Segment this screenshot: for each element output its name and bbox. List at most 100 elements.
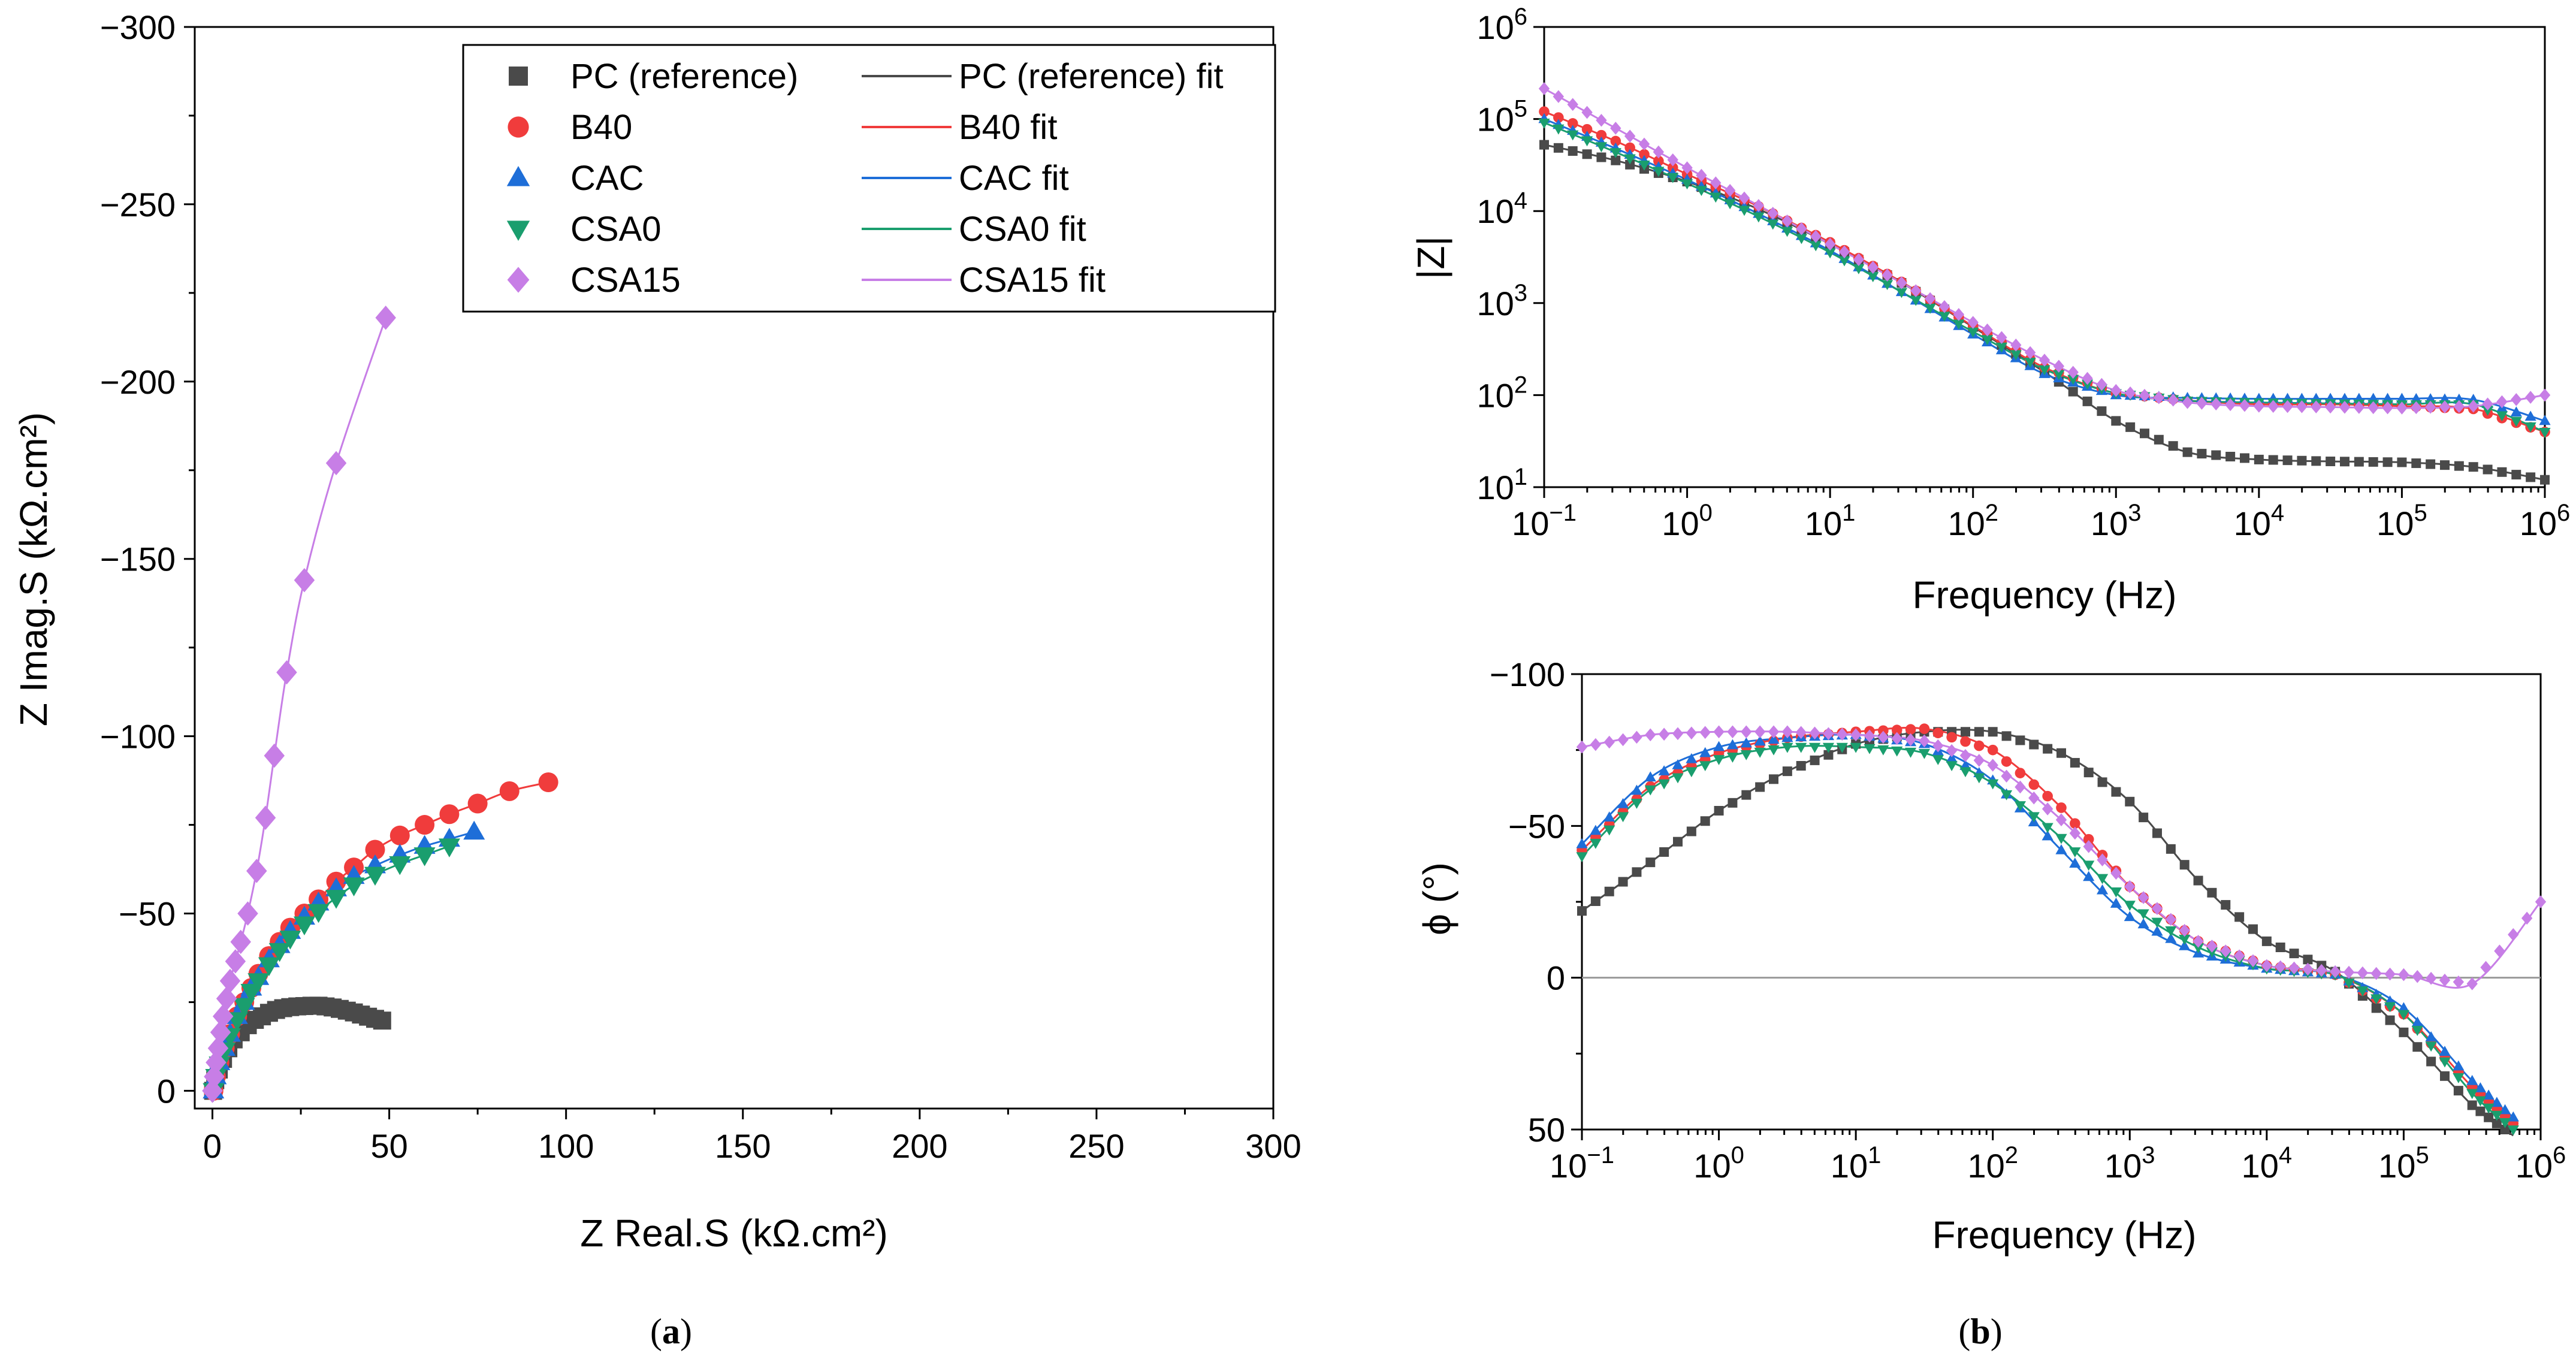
bode-phase-point-csa0 xyxy=(1768,745,1780,756)
bode-phase-point-csa15 xyxy=(2069,826,2081,840)
legend-marker-pc xyxy=(509,67,528,86)
bode-modulus-point-csa15 xyxy=(1538,82,1550,95)
bode-phase-point-cac xyxy=(2507,1111,2519,1122)
bode-phase-point-csa0 xyxy=(1973,773,1985,784)
bode-modulus-point-csa0 xyxy=(1910,295,1922,306)
bode-phase-point-cac xyxy=(2083,871,2095,881)
bode-modulus-point-pc xyxy=(2182,447,2193,457)
bode-phase-point-pc xyxy=(1700,816,1710,826)
bode-modulus-y-tick-label: 106 xyxy=(1476,4,1527,46)
bode-modulus-point-csa0 xyxy=(1695,186,1708,197)
bode-phase-point-pc xyxy=(2440,1071,2450,1081)
bode-phase-point-csa15 xyxy=(2521,911,2533,925)
bode-phase-point-pc xyxy=(1810,755,1820,765)
nyquist-y-tick-label: −100 xyxy=(100,718,176,756)
bode-phase-point-csa0 xyxy=(2425,1041,2437,1052)
bode-modulus-point-csa15 xyxy=(1938,300,1950,313)
bode-phase-point-pc xyxy=(1632,867,1642,877)
bode-phase-point-csa15 xyxy=(1754,725,1766,739)
bode-phase-point-csa15 xyxy=(2466,977,2478,990)
bode-modulus-point-csa15 xyxy=(2224,398,2236,412)
bode-phase-point-csa0 xyxy=(1864,744,1876,754)
bode-phase-point-cac xyxy=(2411,1016,2423,1027)
nyquist-point-csa0 xyxy=(247,973,270,992)
nyquist-point-b40 xyxy=(538,772,558,793)
bode-phase-point-csa0 xyxy=(2124,901,2136,911)
bode-phase-point-csa15 xyxy=(2151,902,2163,915)
bode-phase-point-csa15 xyxy=(2015,780,2026,794)
bode-phase-point-cac xyxy=(2165,932,2177,943)
bode-phase-point-pc xyxy=(2015,735,2025,745)
bode-phase-point-pc xyxy=(2261,936,2272,946)
bode-phase-point-csa0 xyxy=(2474,1096,2487,1107)
nyquist-point-csa15 xyxy=(276,660,297,685)
bode-phase-point-csa15 xyxy=(1795,726,1807,739)
bode-phase-point-csa0 xyxy=(2192,943,2204,953)
bode-phase-point-csa15 xyxy=(1850,728,1862,742)
bode-phase-point-cac xyxy=(2096,884,2109,895)
bode-phase-point-csa0 xyxy=(1781,742,1793,753)
bode-modulus-point-csa15 xyxy=(1882,268,1893,282)
nyquist-point-csa0 xyxy=(343,877,365,896)
bode-modulus-point-pc xyxy=(2526,472,2536,482)
bode-phase-point-csa15 xyxy=(2042,802,2053,816)
legend-label-b40: B40 xyxy=(570,108,632,147)
bode-phase-point-csa15 xyxy=(1727,725,1738,739)
bode-phase-point-pc xyxy=(2492,1118,2502,1128)
bode-modulus-point-csa0 xyxy=(1624,154,1636,165)
bode-modulus-fit-line-b40 xyxy=(1544,110,2545,433)
bode-phase-x-tick-label: 100 xyxy=(1693,1142,1744,1185)
bode-modulus-point-csa15 xyxy=(2482,397,2493,410)
bode-phase-point-cac xyxy=(1590,825,1602,835)
nyquist-point-csa15 xyxy=(294,567,315,593)
bode-modulus-point-csa0 xyxy=(1710,192,1722,203)
nyquist-point-csa15 xyxy=(375,306,396,330)
bode-phase-point-pc xyxy=(1604,886,1614,896)
bode-phase-point-csa0 xyxy=(1644,785,1656,796)
bode-phase-point-csa15 xyxy=(2288,961,2300,975)
bode-modulus-point-csa15 xyxy=(2267,400,2279,413)
bode-modulus-point-cac xyxy=(2510,406,2522,417)
bode-modulus-point-csa15 xyxy=(2539,388,2551,402)
bode-modulus-point-pc xyxy=(2240,453,2249,463)
bode-modulus-point-csa0 xyxy=(1738,206,1750,216)
bode-phase-point-cac xyxy=(1726,739,1739,750)
nyquist-point-csa0 xyxy=(364,866,386,886)
bode-phase-point-cac xyxy=(1630,784,1643,795)
bode-phase-point-pc xyxy=(2043,744,2053,754)
bode-phase-point-csa15 xyxy=(1837,727,1848,741)
bode-modulus-point-csa15 xyxy=(2296,400,2308,413)
bode-phase-point-csa0 xyxy=(1850,742,1862,753)
nyquist-point-b40 xyxy=(365,839,385,860)
nyquist-y-axis-title: Z Imag.S (kΩ.cm²) xyxy=(12,412,55,726)
bode-modulus-point-csa0 xyxy=(1681,179,1693,190)
bode-modulus-point-csa15 xyxy=(1996,331,2007,345)
bode-phase-point-b40 xyxy=(1932,727,1944,739)
bode-modulus-point-csa0 xyxy=(1895,288,1908,298)
bode-phase-point-csa0 xyxy=(2000,790,2013,801)
bode-modulus-point-pc xyxy=(1611,155,1621,165)
bode-phase-point-csa15 xyxy=(1781,725,1793,739)
bode-phase-point-csa15 xyxy=(1686,726,1698,740)
bode-modulus-point-csa0 xyxy=(1753,212,1765,223)
bode-phase-plot: 10−1 100 101 102 103 104 105 106 50 0 −50 −100 Freq… xyxy=(1415,656,2566,1351)
bode-modulus-point-pc xyxy=(2068,386,2078,397)
bode-modulus-point-csa0 xyxy=(1767,219,1779,230)
bode-phase-point-csa15 xyxy=(2535,895,2547,908)
bode-phase-point-cac xyxy=(2069,857,2081,868)
bode-modulus-point-csa15 xyxy=(1553,90,1565,103)
bode-phase-point-csa15 xyxy=(2329,965,2341,979)
bode-phase-point-csa15 xyxy=(1987,759,1998,772)
bode-phase-point-cac xyxy=(1713,741,1725,751)
bode-phase-point-csa0 xyxy=(1617,812,1629,823)
bode-modulus-y-tick-label: 102 xyxy=(1476,372,1527,414)
bode-phase-point-b40 xyxy=(1946,732,1957,743)
bode-modulus-point-pc xyxy=(2211,450,2221,460)
bode-modulus-point-pc xyxy=(2125,422,2136,432)
nyquist-x-tick-label: 150 xyxy=(715,1127,771,1165)
bode-phase-point-pc xyxy=(1782,766,1792,777)
bode-modulus-point-csa15 xyxy=(2311,400,2322,413)
bode-modulus-point-csa0 xyxy=(1995,342,2008,353)
bode-phase-point-csa15 xyxy=(2480,961,2492,974)
bode-phase-point-b40 xyxy=(1919,723,1930,734)
